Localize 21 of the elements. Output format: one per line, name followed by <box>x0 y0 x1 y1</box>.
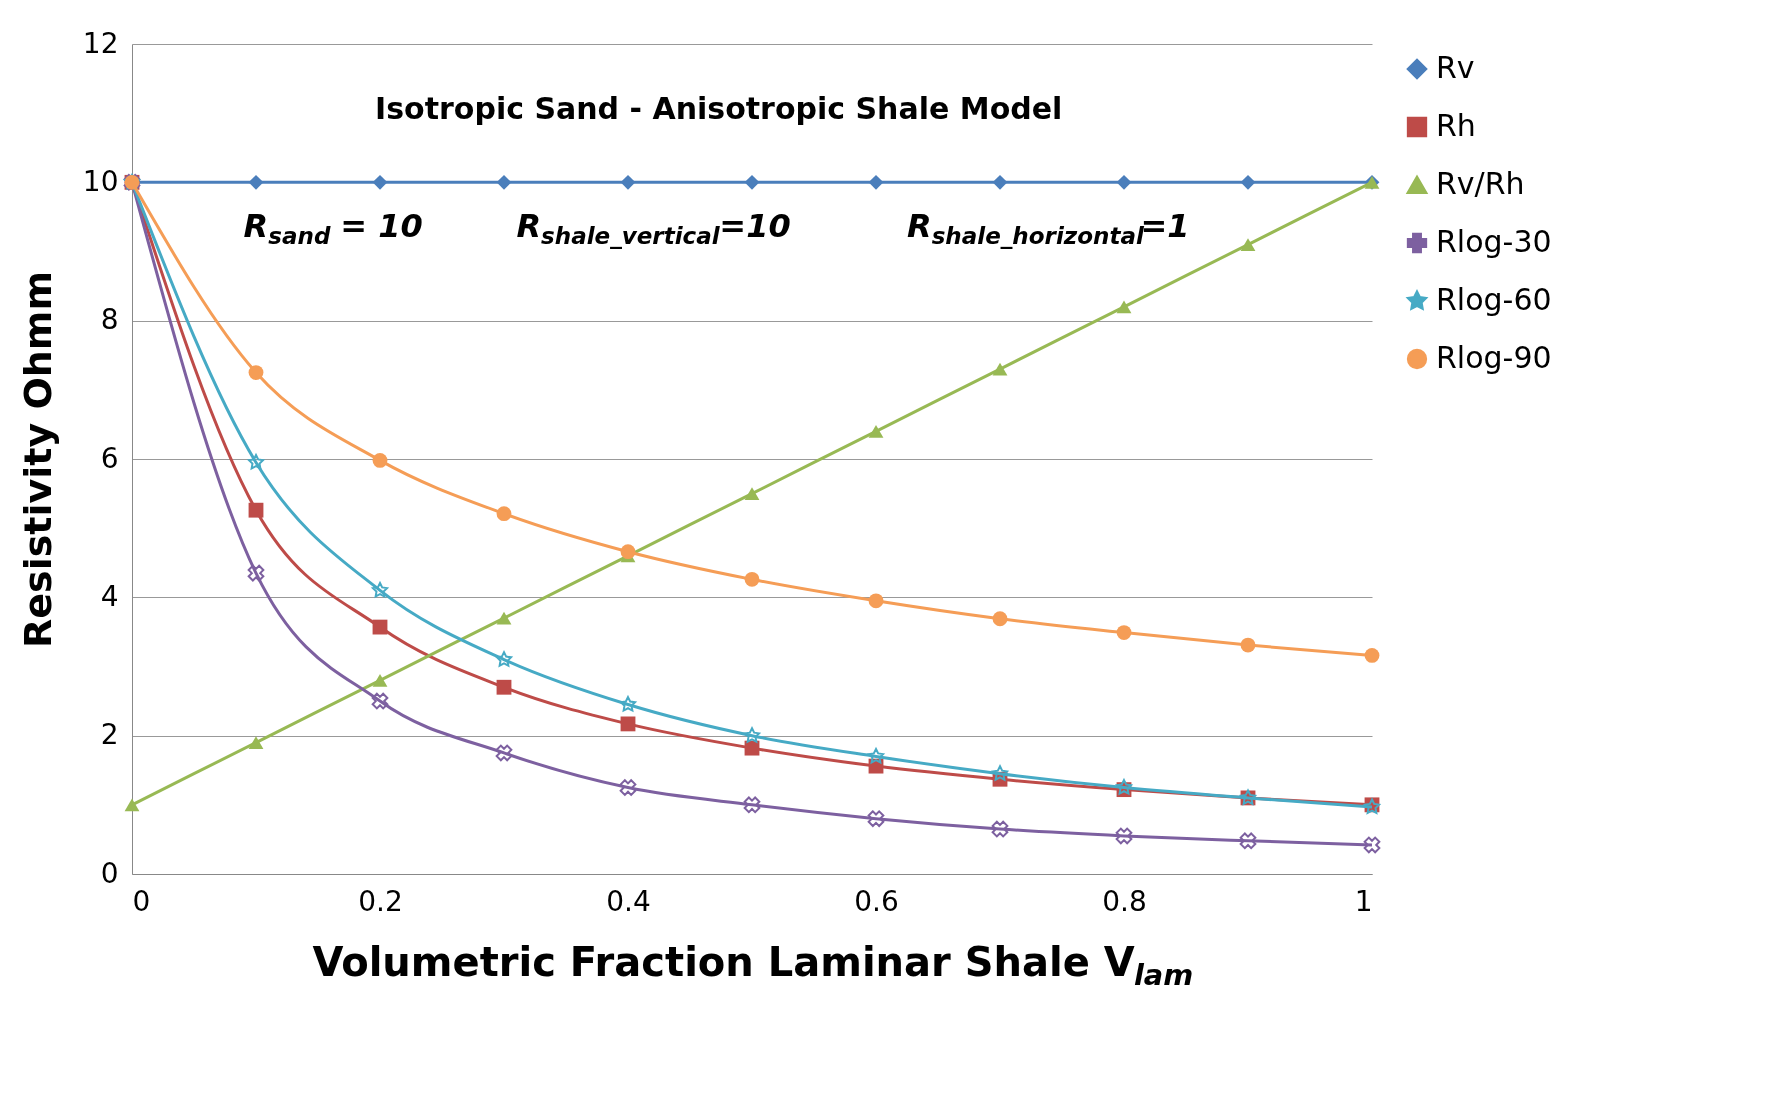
y-tick-label: 4 <box>100 579 119 613</box>
y-axis-title: Resistivity Ohmm <box>15 271 60 648</box>
legend-label: Rv/Rh <box>1436 166 1525 201</box>
legend-label: Rv <box>1436 50 1475 85</box>
y-tick-label: 10 <box>82 164 119 198</box>
x-tick-label: 0.4 <box>606 884 651 918</box>
y-tick-label: 8 <box>100 303 119 337</box>
text: Isotropic Sand - Anisotropic Shale Model <box>375 90 1063 126</box>
y-tick-label: 2 <box>100 718 119 752</box>
x-tick-label: 0.8 <box>1102 884 1147 918</box>
legend-label: Rlog-90 <box>1436 340 1552 375</box>
legend-label: Rlog-30 <box>1436 224 1552 259</box>
legend-label: Rlog-60 <box>1436 282 1552 317</box>
y-tick-label: 6 <box>100 441 119 475</box>
x-tick-label: 0.6 <box>854 884 899 918</box>
y-tick-label: 12 <box>82 26 119 60</box>
x-tick-label: 1 <box>1354 884 1373 918</box>
legend-label: Rh <box>1436 108 1476 143</box>
x-tick-label: 0.2 <box>358 884 403 918</box>
y-tick-label: 0 <box>100 856 119 890</box>
x-tick-label: 0 <box>132 884 151 918</box>
